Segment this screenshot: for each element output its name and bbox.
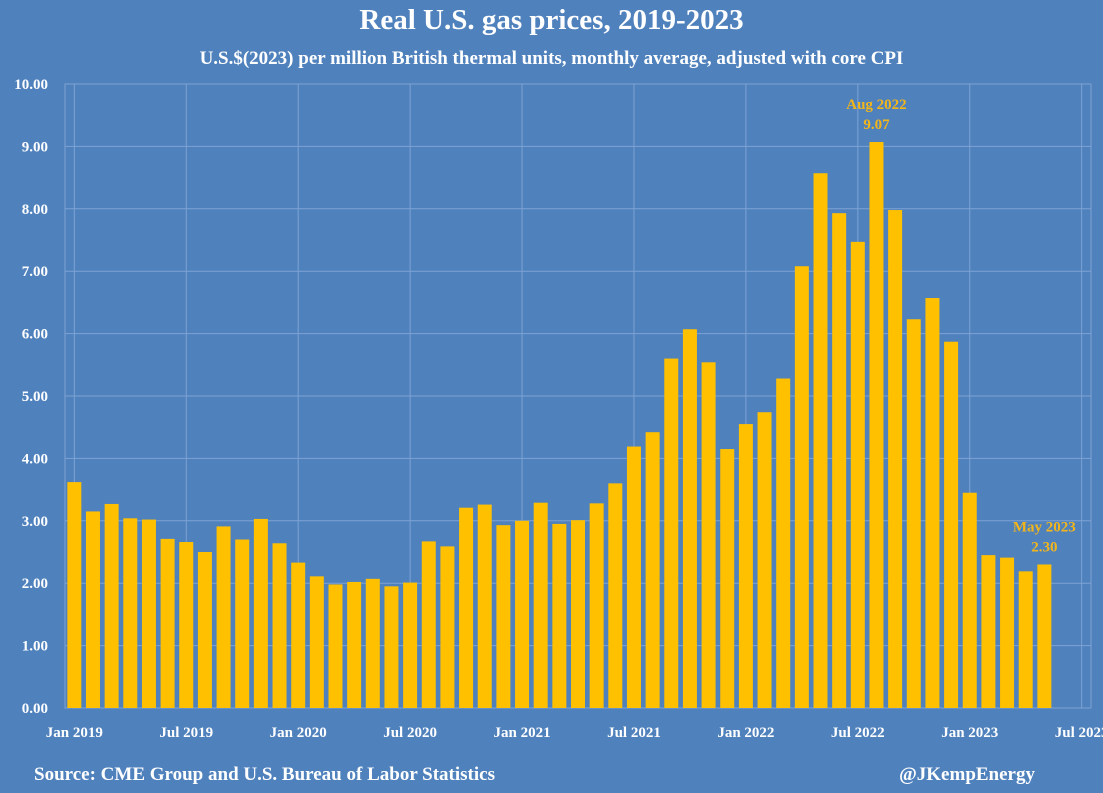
y-tick-label: 3.00 — [22, 514, 48, 530]
bar — [888, 210, 903, 708]
bar — [365, 578, 380, 708]
bar — [67, 482, 82, 708]
chart-subtitle: U.S.$(2023) per million British thermal … — [199, 48, 904, 69]
bar — [160, 538, 175, 708]
bar — [533, 502, 548, 708]
y-tick-label: 0.00 — [22, 701, 48, 717]
x-tick-label: Jan 2019 — [46, 725, 103, 741]
bar — [962, 492, 977, 708]
y-tick-label: 4.00 — [22, 451, 48, 467]
bar — [589, 503, 604, 708]
source-note: Source: CME Group and U.S. Bureau of Lab… — [34, 764, 495, 785]
bar — [757, 412, 772, 708]
bar — [141, 519, 156, 708]
bar — [104, 503, 119, 708]
bar — [720, 449, 735, 708]
bar — [328, 584, 343, 708]
annotation-value: 9.07 — [863, 117, 890, 133]
x-tick-label: Jul 2021 — [607, 725, 661, 741]
annotation-label: May 2023 — [1013, 519, 1076, 535]
y-tick-label: 6.00 — [22, 327, 48, 343]
y-tick-label: 10.00 — [14, 77, 48, 93]
author-credit: @JKempEnergy — [899, 764, 1035, 785]
bar — [701, 362, 716, 708]
bar — [664, 358, 679, 708]
y-tick-label: 7.00 — [22, 264, 48, 280]
bar — [626, 446, 641, 708]
bar — [272, 543, 287, 708]
bar — [403, 582, 418, 708]
bar — [384, 586, 399, 708]
bar — [1000, 557, 1015, 708]
bar — [1018, 571, 1033, 708]
bar — [645, 432, 660, 708]
x-axis: Jan 2019 Jul 2019 Jan 2020 Jul 2020 Jan 2021… — [46, 725, 1103, 741]
bar — [1037, 564, 1052, 708]
bar — [906, 319, 921, 708]
y-tick-label: 2.00 — [22, 576, 48, 592]
bar — [776, 378, 791, 708]
bar — [477, 504, 492, 708]
bar — [496, 525, 511, 708]
annotation-label: Aug 2022 — [846, 97, 906, 113]
x-tick-label: Jul 2023 — [1055, 725, 1103, 741]
chart-title: Real U.S. gas prices, 2019-2023 — [359, 4, 744, 36]
bar — [832, 213, 847, 708]
y-tick-label: 8.00 — [22, 202, 48, 218]
x-tick-label: Jul 2022 — [831, 725, 885, 741]
bar — [869, 142, 884, 709]
bar — [123, 518, 138, 708]
bar — [608, 483, 623, 708]
bar — [794, 266, 809, 708]
bar — [440, 546, 455, 708]
bar — [459, 507, 474, 708]
bar — [421, 541, 436, 708]
bar — [515, 520, 530, 708]
bar — [850, 241, 865, 708]
bar — [309, 576, 324, 708]
x-tick-label: Jan 2020 — [270, 725, 327, 741]
bar — [253, 518, 268, 708]
annotations: Aug 2022 9.07 May 2023 2.30 — [846, 97, 1076, 555]
x-tick-label: Jan 2021 — [493, 725, 550, 741]
bar — [552, 523, 567, 708]
x-tick-label: Jul 2020 — [383, 725, 437, 741]
bar — [235, 539, 250, 708]
bar — [571, 520, 585, 708]
bar — [944, 341, 959, 708]
bar — [813, 173, 828, 708]
bar — [347, 581, 362, 708]
bar — [291, 562, 306, 708]
y-tick-label: 1.00 — [22, 639, 48, 655]
bar — [85, 511, 100, 708]
bar — [216, 526, 231, 708]
bar-series — [67, 142, 1052, 709]
x-tick-label: Jan 2022 — [717, 725, 774, 741]
bar — [197, 552, 212, 708]
annotation-value: 2.30 — [1031, 539, 1057, 555]
y-tick-label: 5.00 — [22, 389, 48, 405]
y-tick-label: 9.00 — [22, 139, 48, 155]
bar — [179, 542, 194, 708]
bar — [682, 329, 697, 708]
bar — [738, 424, 753, 708]
x-tick-label: Jan 2023 — [941, 725, 998, 741]
bar — [925, 298, 940, 708]
bar — [981, 555, 996, 708]
x-tick-label: Jul 2019 — [159, 725, 213, 741]
y-axis: 0.00 1.00 2.00 3.00 4.00 5.00 6.00 7.00 8.00 9.00… — [14, 77, 48, 717]
